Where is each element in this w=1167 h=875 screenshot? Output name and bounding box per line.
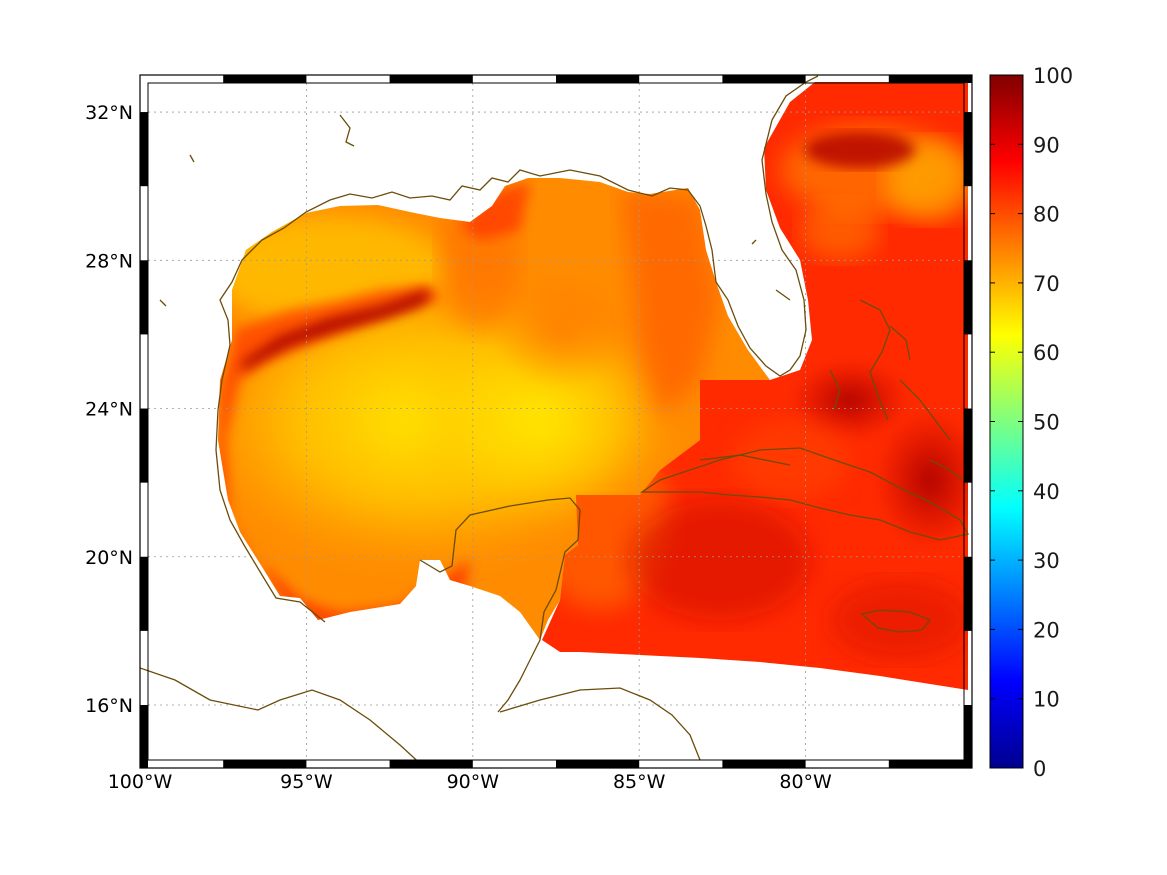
frame-segment <box>389 75 473 83</box>
colorbar-tick-label: 20 <box>1033 618 1060 642</box>
colorbar-tick-label: 100 <box>1033 64 1073 88</box>
lon-tick-label: 90°W <box>447 771 500 793</box>
colorbar-tick-label: 40 <box>1033 480 1060 504</box>
lon-tick-label: 95°W <box>280 771 333 793</box>
latitude-labels: 32°N 28°N 24°N 20°N 16°N <box>85 102 133 717</box>
lon-tick-label: 85°W <box>613 771 666 793</box>
frame-segment <box>888 75 972 83</box>
lon-tick-label: 80°W <box>779 771 832 793</box>
frame-segment <box>140 260 148 335</box>
lat-tick-label: 20°N <box>85 547 133 569</box>
map-grid <box>148 83 964 760</box>
coastline <box>140 75 970 768</box>
frame-segment <box>140 112 148 187</box>
frame-segment <box>223 75 307 83</box>
frame-segment <box>964 260 972 335</box>
frame-segment <box>964 112 972 187</box>
frame-segment <box>389 760 473 768</box>
colorbar-tick-label: 0 <box>1033 757 1046 781</box>
frame-segment <box>888 760 972 768</box>
frame-segment <box>140 408 148 483</box>
frame-segment <box>140 705 148 768</box>
frame-segment <box>556 75 640 83</box>
lat-tick-label: 32°N <box>85 102 133 124</box>
lat-tick-label: 28°N <box>85 250 133 272</box>
lat-tick-label: 16°N <box>85 695 133 717</box>
colorbar-tick-label: 60 <box>1033 341 1060 365</box>
colorbar-gradient <box>989 74 1024 769</box>
frame-segment <box>964 705 972 768</box>
colorbar-tick-label: 30 <box>1033 549 1060 573</box>
frame-segment <box>722 760 806 768</box>
lon-tick-label: 100°W <box>108 771 173 793</box>
colorbar-tick-label: 50 <box>1033 411 1060 435</box>
frame-checker-border <box>140 75 972 768</box>
lat-tick-label: 24°N <box>85 399 133 421</box>
frame-segment <box>140 556 148 631</box>
data-field <box>218 82 968 690</box>
colorbar-tick-label: 10 <box>1033 688 1060 712</box>
colorbar-tick-label: 70 <box>1033 272 1060 296</box>
map-frame <box>139 74 973 769</box>
frame-segment <box>964 408 972 483</box>
frame-segment <box>722 75 806 83</box>
frame-segment <box>223 760 307 768</box>
frame-segment <box>964 556 972 631</box>
colorbar-tick-label: 80 <box>1033 203 1060 227</box>
colorbar-tick-label: 90 <box>1033 133 1060 157</box>
longitude-labels: 100°W 95°W 90°W 85°W 80°W <box>108 771 832 793</box>
frame-segment <box>556 760 640 768</box>
